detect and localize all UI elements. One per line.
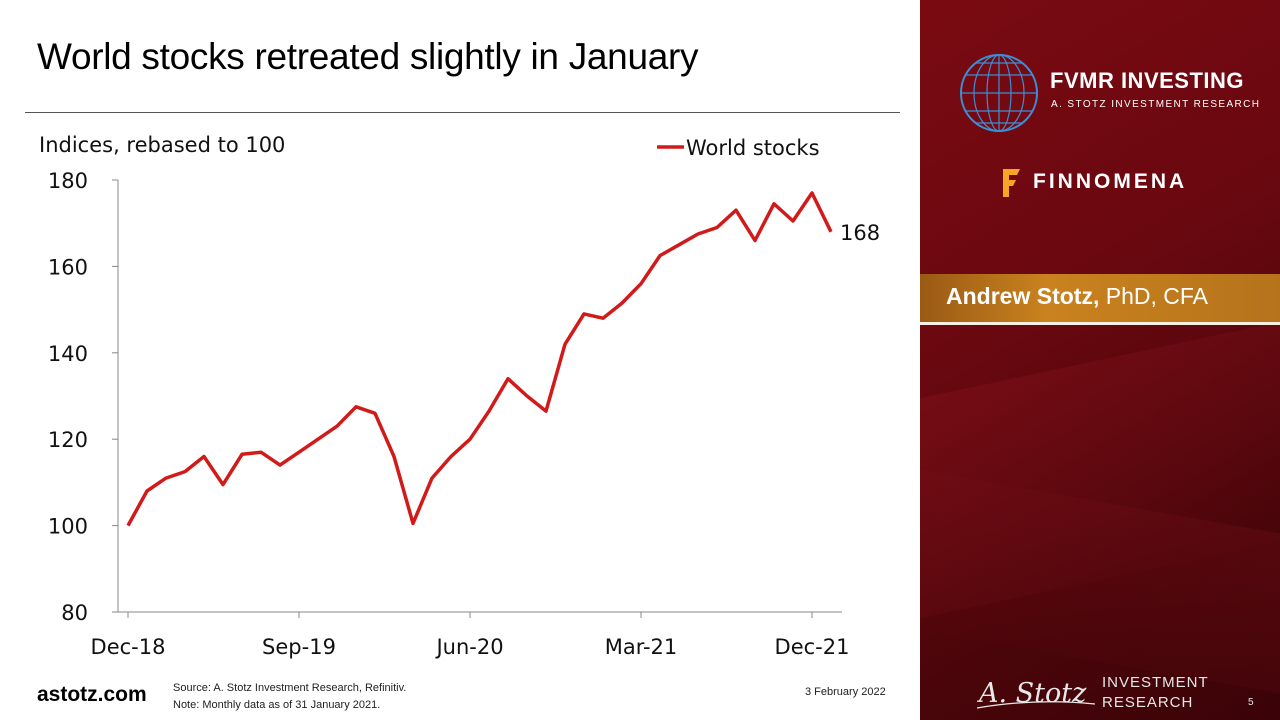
brand-panel: FVMR INVESTING A. STOTZ INVESTMENT RESEA…	[920, 0, 1280, 720]
x-tick-label: Sep-19	[262, 635, 336, 659]
y-tick-label: 80	[61, 601, 88, 625]
x-tick-label: Mar-21	[605, 635, 678, 659]
x-ticks: Dec-18 Sep-19 Jun-20 Mar-21 Dec-21	[91, 612, 850, 659]
title-divider	[25, 112, 900, 113]
series-line-world-stocks	[126, 191, 833, 527]
y-tick-label: 120	[48, 428, 88, 452]
author-credentials: PhD, CFA	[1099, 283, 1208, 309]
footer-site[interactable]: astotz.com	[37, 683, 147, 706]
y-tick-label: 100	[48, 515, 88, 539]
author-underline	[920, 322, 1280, 325]
footer-source: Source: A. Stotz Investment Research, Re…	[173, 682, 407, 694]
author: Andrew Stotz, PhD, CFA	[946, 283, 1208, 310]
x-tick-label: Dec-21	[775, 635, 850, 659]
y-ticks: 80 100 120 140 160 180	[48, 169, 118, 625]
wordmark-line1: INVESTMENT	[1102, 674, 1209, 691]
x-tick-label: Jun-20	[434, 635, 503, 659]
series-group: 168	[126, 191, 880, 527]
y-tick-label: 160	[48, 255, 88, 279]
signature-logo: A. Stotz	[976, 678, 1096, 709]
legend-label: World stocks	[686, 136, 820, 160]
y-tick-label: 140	[48, 342, 88, 366]
partner-name: FINNOMENA	[1033, 170, 1188, 193]
finnomena-logo-icon	[1003, 169, 1020, 197]
brand-name: FVMR INVESTING	[1050, 68, 1245, 93]
y-tick-label: 180	[48, 169, 88, 193]
page-number: 5	[1248, 697, 1254, 708]
footer-note: Note: Monthly data as of 31 January 2021…	[173, 699, 381, 711]
author-name: Andrew Stotz,	[946, 283, 1100, 309]
line-chart: Indices, rebased to 100 80 100 120 140 160 18…	[39, 133, 880, 659]
footer-date: 3 February 2022	[805, 686, 886, 698]
axes	[117, 180, 842, 613]
footer-notes: Source: A. Stotz Investment Research, Re…	[173, 680, 406, 714]
wordmark-line2: RESEARCH	[1102, 694, 1194, 711]
globe-icon	[960, 54, 1038, 132]
legend: World stocks	[657, 136, 820, 160]
end-value-label: 168	[840, 221, 880, 245]
x-tick-label: Dec-18	[91, 635, 166, 659]
brand-subtitle: A. STOTZ INVESTMENT RESEARCH	[1051, 99, 1261, 110]
slide-title: World stocks retreated slightly in Janua…	[37, 36, 699, 77]
y-axis-label: Indices, rebased to 100	[39, 133, 285, 157]
author-bar	[920, 274, 1280, 322]
investment-research-wordmark: INVESTMENT RESEARCH	[1102, 673, 1209, 713]
svg-text:A. Stotz: A. Stotz	[976, 678, 1087, 709]
